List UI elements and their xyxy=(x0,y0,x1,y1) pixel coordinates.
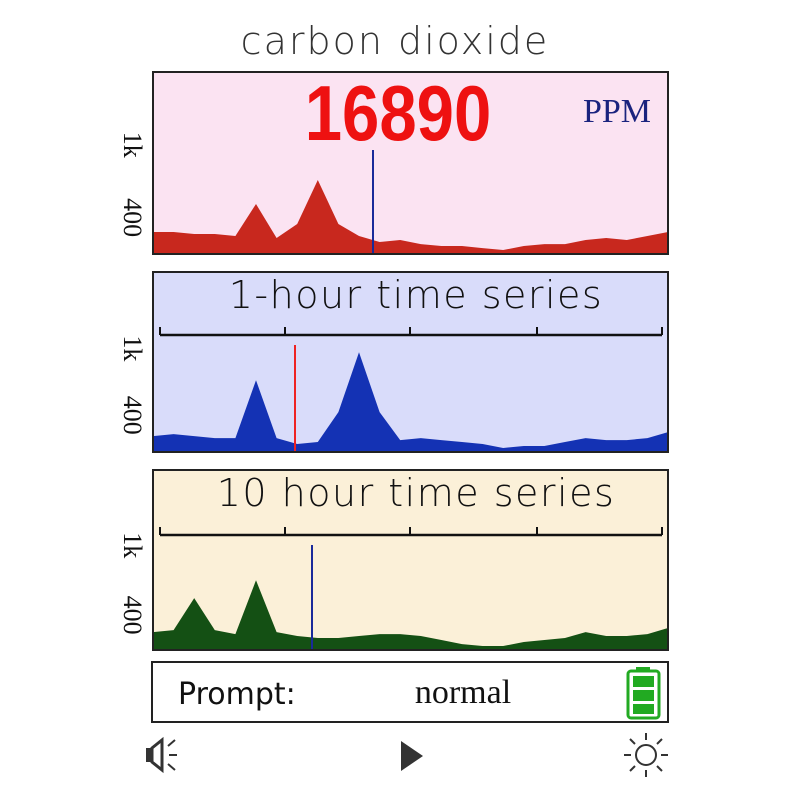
y-tick-label: 1k xyxy=(118,132,147,158)
panel-border xyxy=(152,469,669,651)
chart-panel: 1-hour time series xyxy=(152,271,669,453)
reading-value: 16890 xyxy=(305,70,492,157)
reading-unit: PPM xyxy=(583,93,651,130)
y-tick-label: 400 xyxy=(118,396,147,435)
y-tick-label: 400 xyxy=(118,198,147,237)
panel-border xyxy=(152,71,669,255)
y-tick-label: 1k xyxy=(118,335,147,361)
area-series xyxy=(153,580,668,650)
area-series xyxy=(153,352,668,452)
chart-panel: 10 hour time series xyxy=(152,469,669,651)
y-tick-label: 400 xyxy=(118,596,147,635)
panel-background xyxy=(153,272,668,452)
panel-title: 10 hour time series xyxy=(217,471,616,515)
area-series xyxy=(153,180,668,254)
status-value: normal xyxy=(415,674,511,711)
status-box xyxy=(151,661,669,723)
status-label: Prompt: xyxy=(178,677,296,712)
y-tick-label: 1k xyxy=(118,532,147,558)
battery-icon xyxy=(626,667,661,720)
speaker-button[interactable] xyxy=(146,736,177,774)
panel-border xyxy=(152,271,669,453)
chart-panel xyxy=(152,71,669,255)
brightness-button[interactable] xyxy=(624,733,668,777)
panel-title: 1-hour time series xyxy=(229,273,603,317)
panel-background xyxy=(153,470,668,650)
play-button[interactable] xyxy=(401,741,423,771)
panels: 1k 400 1-hour time series 1k 400 10 hour time… xyxy=(118,71,669,651)
screen-title: carbon dioxide xyxy=(241,19,550,63)
panel-background xyxy=(153,72,668,254)
